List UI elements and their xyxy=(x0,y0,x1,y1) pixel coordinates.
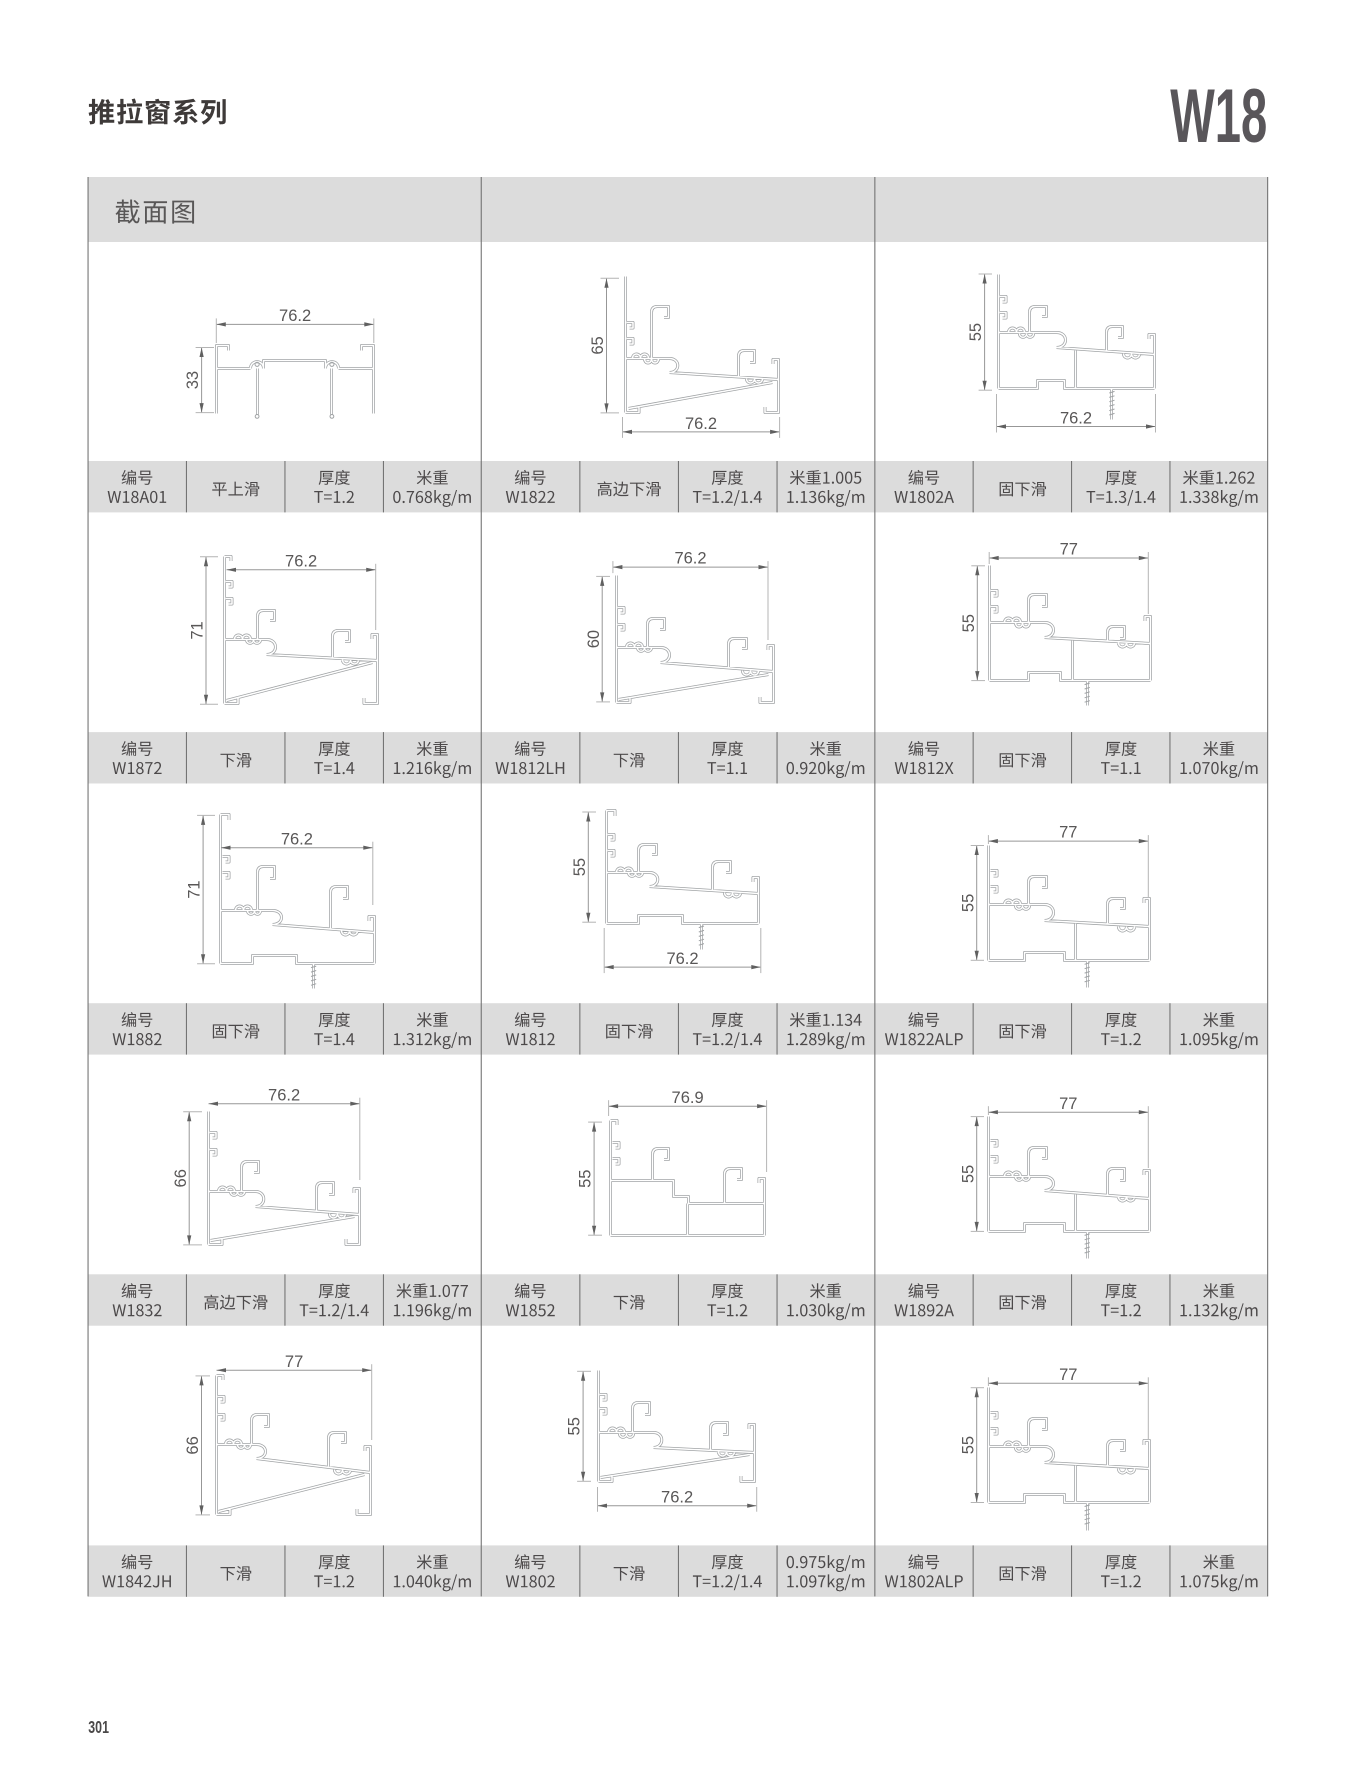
svg-text:55: 55 xyxy=(959,894,977,912)
svg-text:W18: W18 xyxy=(1170,75,1267,159)
svg-text:76.2: 76.2 xyxy=(281,830,313,848)
svg-text:66: 66 xyxy=(184,1436,202,1454)
svg-text:55: 55 xyxy=(959,1436,977,1454)
svg-text:65: 65 xyxy=(589,336,607,354)
svg-text:55: 55 xyxy=(577,1170,595,1188)
svg-text:55: 55 xyxy=(967,323,985,341)
svg-text:77: 77 xyxy=(285,1353,303,1371)
svg-text:76.2: 76.2 xyxy=(666,950,698,968)
svg-text:55: 55 xyxy=(959,1165,977,1183)
svg-text:77: 77 xyxy=(1060,541,1078,559)
svg-text:71: 71 xyxy=(186,880,204,898)
svg-text:301: 301 xyxy=(88,1718,109,1738)
svg-text:77: 77 xyxy=(1059,1095,1077,1113)
svg-text:77: 77 xyxy=(1059,824,1077,842)
svg-text:77: 77 xyxy=(1059,1366,1077,1384)
svg-text:76.2: 76.2 xyxy=(279,307,311,325)
svg-text:33: 33 xyxy=(184,371,202,389)
svg-text:76.2: 76.2 xyxy=(685,415,717,433)
svg-text:76.2: 76.2 xyxy=(674,550,706,568)
svg-text:76.2: 76.2 xyxy=(661,1489,693,1507)
svg-text:66: 66 xyxy=(172,1169,190,1187)
svg-text:55: 55 xyxy=(571,858,589,876)
svg-text:76.2: 76.2 xyxy=(268,1086,300,1104)
svg-text:60: 60 xyxy=(585,630,603,648)
svg-text:76.2: 76.2 xyxy=(1060,409,1092,427)
svg-text:55: 55 xyxy=(960,614,978,632)
svg-text:71: 71 xyxy=(189,621,207,639)
svg-text:76.2: 76.2 xyxy=(285,552,317,570)
svg-text:76.9: 76.9 xyxy=(672,1089,704,1107)
svg-text:55: 55 xyxy=(566,1417,584,1435)
